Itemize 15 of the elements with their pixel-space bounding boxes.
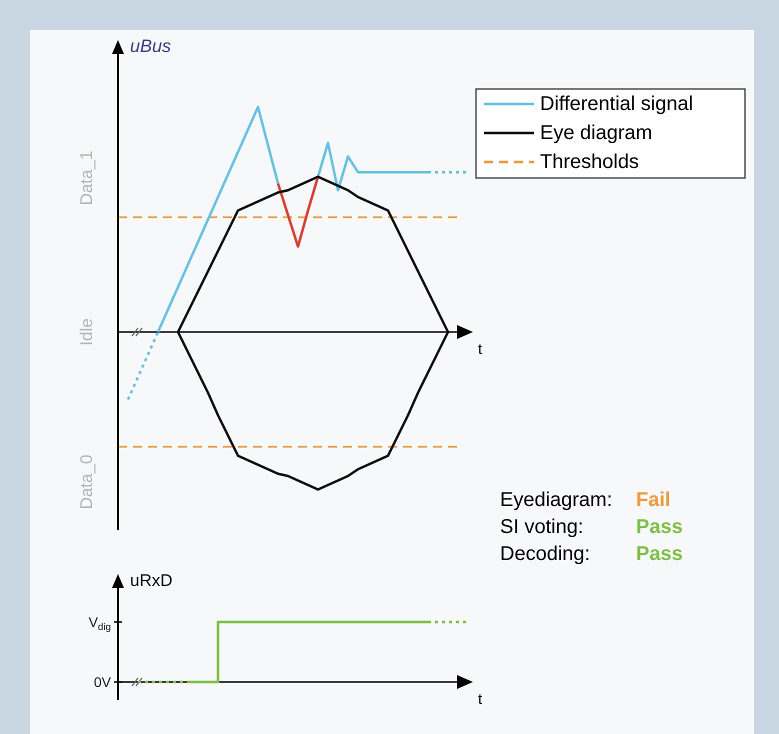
text: SI voting: Pass: [500, 516, 683, 538]
text: Idle: [76, 318, 96, 346]
legend-label: Differential signal: [540, 93, 694, 115]
text: V$_{dig}$: [88, 614, 111, 633]
legend-label: Thresholds: [540, 151, 639, 173]
text: Data_1: [76, 150, 96, 206]
text: Decoding: Pass: [500, 543, 683, 565]
legend-label: Eye diagram: [540, 122, 652, 144]
text: Data_0: [76, 454, 96, 510]
x-axis-title: t: [478, 691, 483, 708]
y-axis-title: uRxD: [130, 571, 173, 590]
x-axis-title: t: [478, 341, 483, 358]
text: Eyediagram: Fail: [500, 489, 670, 511]
text: 0V: [94, 674, 112, 690]
y-axis-title: uBus: [130, 36, 172, 56]
